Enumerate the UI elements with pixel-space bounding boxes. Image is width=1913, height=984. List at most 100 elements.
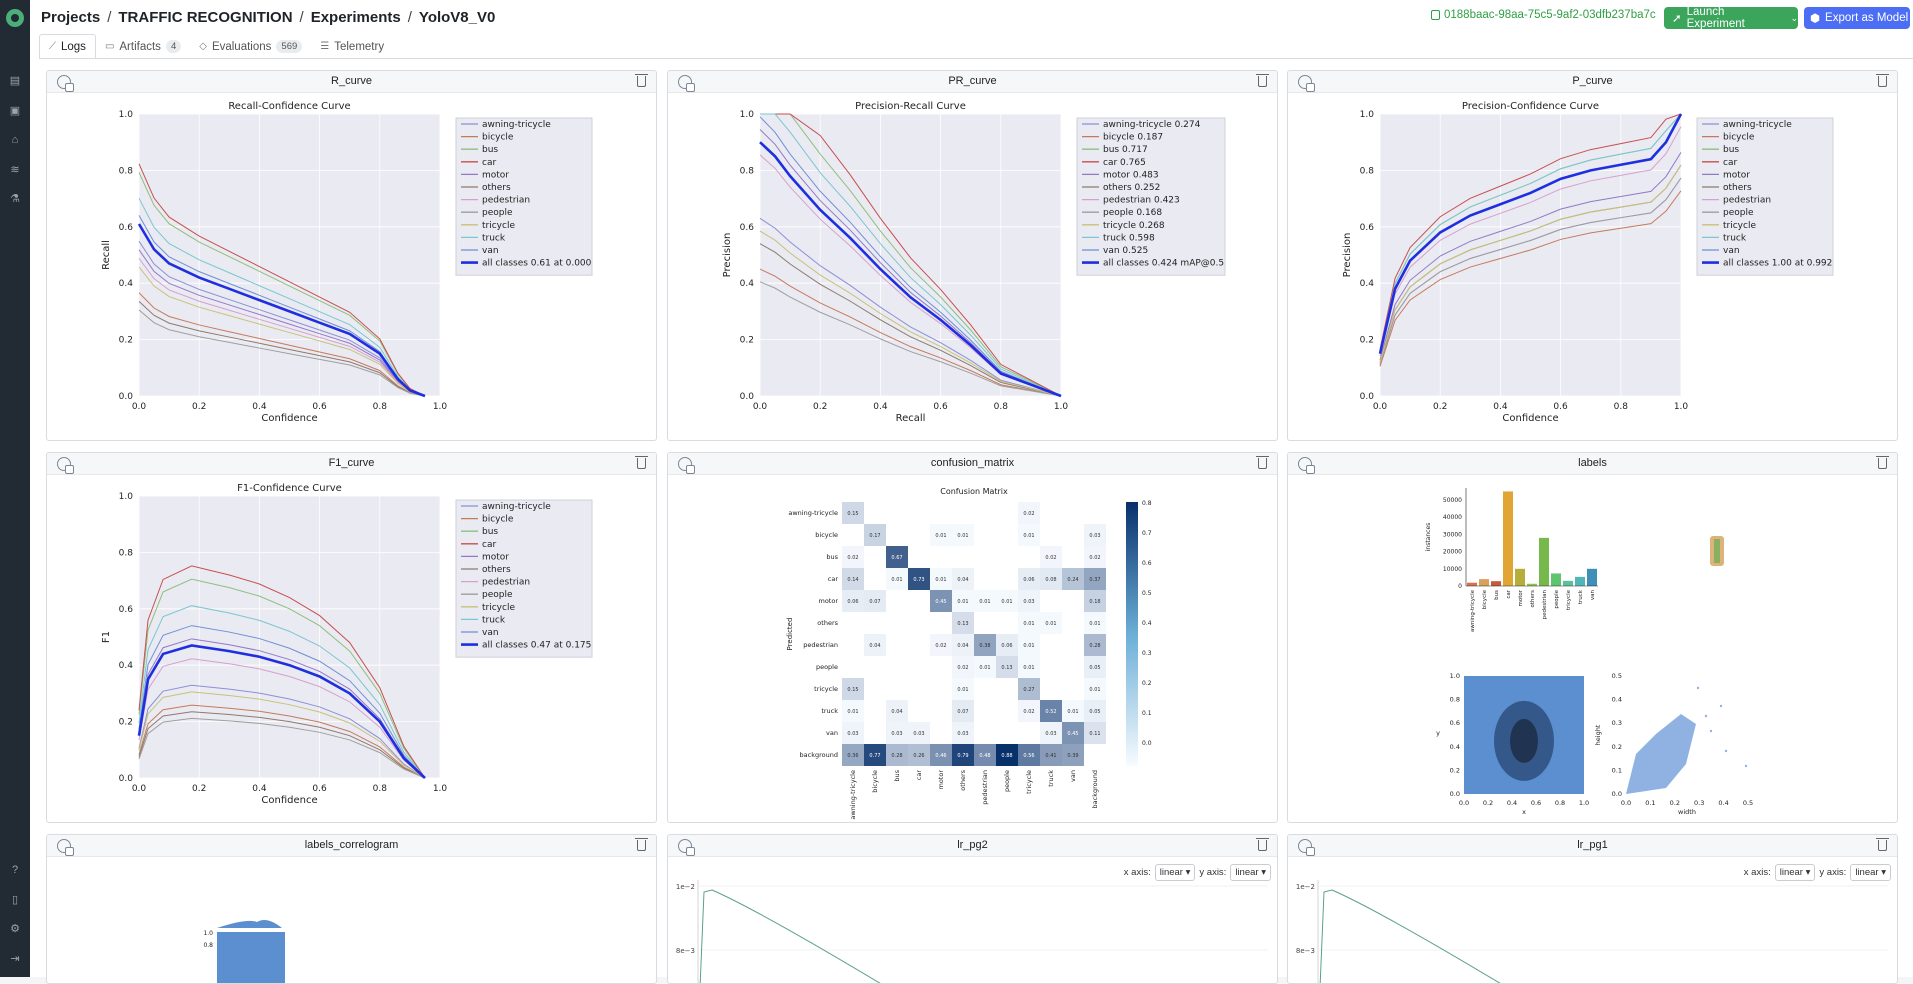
launch-experiment-button[interactable]: ➚ Launch Experiment ⌄: [1664, 6, 1798, 30]
bar: [1587, 568, 1597, 586]
trash-icon[interactable]: [635, 456, 648, 469]
y-tick-label: 0.4: [119, 279, 134, 289]
heatmap-cell: [908, 656, 930, 678]
cell-value: 0.01: [957, 533, 968, 539]
export-model-button[interactable]: ⬢ Export as Model: [1804, 7, 1910, 29]
legend-entry: van: [1723, 246, 1740, 256]
tab-badge: 4: [165, 40, 182, 53]
x-axis-select[interactable]: linear ▾: [1774, 864, 1816, 881]
compare-icon[interactable]: [678, 457, 695, 474]
heatmap-cell: [996, 722, 1018, 744]
compare-icon[interactable]: [57, 457, 74, 474]
all-classes-line: [137, 644, 426, 779]
cell-value: 0.01: [847, 709, 858, 715]
cell-value: 0.03: [1089, 533, 1100, 539]
cell-value: 0.02: [1045, 555, 1056, 561]
help-icon[interactable]: ?: [11, 864, 19, 876]
legend-entry: motor: [1723, 170, 1750, 180]
cell-value: 0.56: [1023, 753, 1034, 759]
compare-icon[interactable]: [678, 75, 695, 92]
y-tick-label: 1.0: [740, 110, 755, 120]
cell-value: 0.67: [891, 555, 902, 561]
r-curve-chart: 0.00.0 0.2 0.2 0.4 0.4 0.6 0.6 0.8 0.8 1.0 1.0 Reca…: [101, 101, 593, 424]
tab-label: Logs: [61, 40, 86, 53]
heatmap-cell: [864, 656, 886, 678]
class-series-line: [138, 197, 426, 397]
trash-icon[interactable]: [635, 838, 648, 851]
tab-telemetry[interactable]: ☰ Telemetry: [311, 34, 393, 59]
chart-line-icon: ⟋: [49, 41, 56, 52]
heatmap-cell: [952, 612, 974, 634]
legend-box: [455, 117, 593, 276]
class-series-line: [138, 565, 426, 779]
trash-icon[interactable]: [1876, 838, 1889, 851]
row-label: truck: [821, 707, 838, 715]
tab-artifacts[interactable]: ▭ Artifacts 4: [96, 34, 190, 59]
cell-value: 0.28: [1089, 643, 1100, 649]
heatmap-cell: [1018, 524, 1040, 546]
y-tick-label: 0.6: [740, 223, 755, 233]
compare-icon[interactable]: [57, 75, 74, 92]
x-tick-label: 1.0: [433, 784, 448, 794]
docs-icon[interactable]: ▯: [11, 894, 19, 906]
breadcrumb-project[interactable]: TRAFFIC RECOGNITION: [118, 8, 293, 26]
trash-icon[interactable]: [1256, 74, 1269, 87]
y-tick-label: 0.1: [1612, 766, 1622, 774]
chart-title: Precision-Recall Curve: [855, 101, 966, 112]
p-curve-chart: 0.00.0 0.2 0.2 0.4 0.4 0.6 0.6 0.8 0.8 1.0 1.0 Prec…: [1342, 101, 1834, 424]
x-axis-select[interactable]: linear ▾: [1154, 864, 1196, 881]
breadcrumb-projects[interactable]: Projects: [41, 8, 101, 26]
tab-evaluations[interactable]: ◇ Evaluations 569: [190, 34, 311, 59]
compare-icon[interactable]: [1298, 839, 1315, 856]
col-label: bicycle: [871, 770, 879, 793]
class-series-line: [138, 684, 426, 779]
heatmap-cell: [886, 700, 908, 722]
compare-icon[interactable]: [1298, 457, 1315, 474]
x-tick-label: 0.1: [1645, 799, 1655, 807]
experiments-icon[interactable]: ⚗: [10, 193, 20, 205]
run-id[interactable]: 0188baac-98aa-75c5-9af2-03dfb237ba7c: [1431, 9, 1656, 21]
y-axis-select[interactable]: linear ▾: [1850, 864, 1891, 881]
logout-icon[interactable]: ⇥: [10, 953, 20, 965]
x-tick-label: 0.2: [192, 402, 206, 412]
cell-value: 0.14: [847, 577, 858, 583]
y-axis-select[interactable]: linear ▾: [1230, 864, 1271, 881]
y-tick-label: 0.2: [1612, 743, 1622, 751]
cell-value: 0.28: [891, 753, 902, 759]
layers-icon[interactable]: ≋: [10, 164, 20, 176]
legend-entry: truck 0.598: [1103, 233, 1155, 243]
tab-logs[interactable]: ⟋ Logs: [39, 34, 96, 59]
breadcrumb-experiments[interactable]: Experiments: [310, 8, 401, 26]
compare-icon[interactable]: [57, 839, 74, 856]
col-label: others: [959, 769, 967, 790]
cell-value: 0.17: [869, 533, 880, 539]
heatmap-cell: [842, 700, 864, 722]
y-tick-label: 1.0: [1360, 110, 1375, 120]
trash-icon[interactable]: [1256, 456, 1269, 469]
breadcrumb-separator: /: [407, 8, 412, 26]
compare-icon[interactable]: [678, 839, 695, 856]
heatmap-cell: [1062, 568, 1084, 590]
x-tick-label: 0.5: [1743, 799, 1753, 807]
x-tick-label: 0.2: [813, 402, 827, 412]
trash-icon[interactable]: [1256, 838, 1269, 851]
database-icon[interactable]: ▤: [9, 75, 21, 87]
heatmap-cell: [996, 546, 1018, 568]
heatmap-cell: [1040, 546, 1062, 568]
copy-icon[interactable]: [1431, 10, 1440, 20]
settings-icon[interactable]: ⚙: [10, 923, 20, 935]
legend-entry: van: [482, 628, 499, 638]
trash-icon[interactable]: [635, 74, 648, 87]
trash-icon[interactable]: [1876, 74, 1889, 87]
trash-icon[interactable]: [1876, 456, 1889, 469]
breadcrumb-experiment: YoloV8_V0: [418, 8, 496, 26]
y-tick-label: 0.8: [119, 548, 134, 558]
image-icon[interactable]: ▣: [9, 105, 21, 117]
cell-value: 0.06: [1023, 577, 1034, 583]
cell-value: 0.01: [935, 577, 946, 583]
class-series-line: [1379, 113, 1682, 352]
compare-icon[interactable]: [1298, 75, 1315, 92]
app-logo[interactable]: [6, 9, 24, 27]
pr-curve-chart: 0.00.0 0.2 0.2 0.4 0.4 0.6 0.6 0.8 0.8 1.0 1.0 Prec…: [722, 101, 1226, 424]
store-icon[interactable]: ⌂: [11, 134, 19, 146]
